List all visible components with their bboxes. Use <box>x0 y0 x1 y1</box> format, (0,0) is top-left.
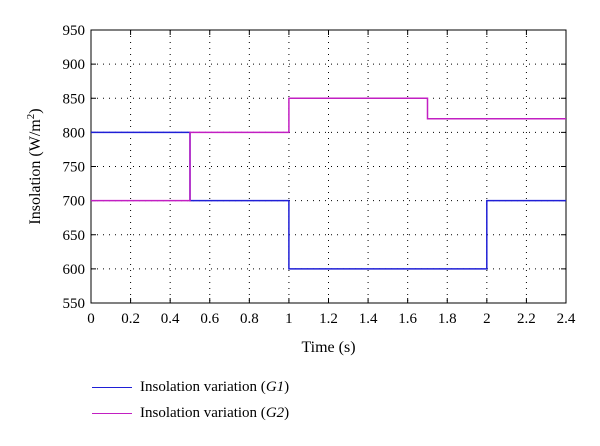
series-lines <box>91 97 566 270</box>
legend: Insolation variation (G1) Insolation var… <box>92 374 289 426</box>
grid <box>91 30 566 303</box>
x-tick-label: 1.4 <box>359 311 378 327</box>
axis-ticks: 0 0.2 0.4 0.6 0.8 1 1.2 1.4 1.6 1.8 2 2.2 2.4 550 600 6… <box>63 23 576 327</box>
y-axis-label-main: Insolation (W/m <box>27 119 44 225</box>
x-axis-label: Time (s) <box>301 339 355 356</box>
y-tick-label: 800 <box>63 125 86 141</box>
x-tick-label: 2 <box>483 311 491 327</box>
x-tick-label: 0.2 <box>121 311 140 327</box>
x-tick-label: 1.6 <box>398 311 417 327</box>
y-tick-label: 950 <box>63 23 86 39</box>
x-tick-label: 0.4 <box>161 311 180 327</box>
y-tick-label: 750 <box>63 160 86 176</box>
legend-label-g1: Insolation variation (G1) <box>140 378 290 395</box>
y-tick-label: 550 <box>63 296 86 312</box>
plot-area <box>90 29 567 304</box>
legend-item-g2: Insolation variation (G2) <box>92 400 289 426</box>
x-tick-label: 0 <box>87 311 95 327</box>
series-line-g2 <box>91 97 566 202</box>
legend-item-g1: Insolation variation (G1) <box>92 374 289 400</box>
x-tick-label: 0.6 <box>200 311 219 327</box>
insolation-chart: 0 0.2 0.4 0.6 0.8 1 1.2 1.4 1.6 1.8 2 2.2 2.4 550 600 6… <box>25 23 576 356</box>
x-tick-label: 1.2 <box>319 311 338 327</box>
x-tick-label: 2.2 <box>517 311 536 327</box>
legend-label-g2: Insolation variation (G2) <box>140 404 290 421</box>
y-tick-label: 900 <box>63 57 86 73</box>
legend-swatch-g2 <box>92 412 132 414</box>
x-tick-label: 1 <box>285 311 293 327</box>
y-axis-label-superscript: 2 <box>25 114 37 120</box>
x-tick-label: 1.8 <box>438 311 457 327</box>
y-tick-label: 600 <box>63 262 86 278</box>
y-tick-label: 850 <box>63 91 86 107</box>
y-axis-label-end: ) <box>27 108 44 113</box>
y-axis-label: Insolation (W/m2) <box>25 108 44 224</box>
y-tick-label: 700 <box>63 194 86 210</box>
x-tick-label: 0.8 <box>240 311 259 327</box>
y-tick-label: 650 <box>63 228 86 244</box>
x-tick-label: 2.4 <box>557 311 576 327</box>
legend-swatch-g1 <box>92 386 132 388</box>
